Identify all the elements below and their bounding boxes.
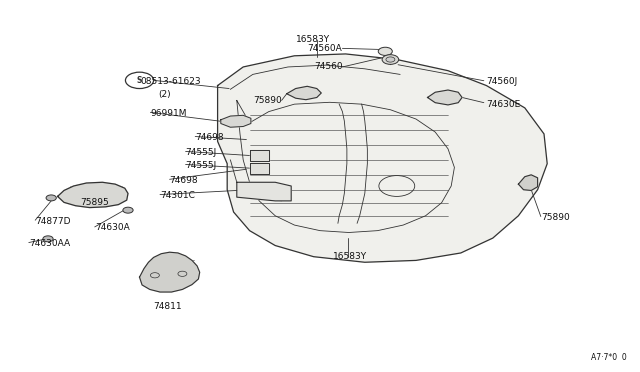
Text: 74555J: 74555J	[186, 161, 217, 170]
Text: 96991M: 96991M	[150, 109, 187, 118]
Text: (2): (2)	[159, 90, 172, 99]
Polygon shape	[428, 90, 462, 105]
Polygon shape	[58, 182, 128, 208]
Circle shape	[46, 195, 56, 201]
Polygon shape	[250, 150, 269, 161]
Text: 74630E: 74630E	[486, 100, 521, 109]
Circle shape	[386, 57, 395, 62]
Circle shape	[382, 55, 399, 64]
Text: 74630A: 74630A	[95, 223, 129, 232]
Text: 08513-61623: 08513-61623	[141, 77, 202, 86]
Polygon shape	[250, 163, 269, 174]
Text: 74560A: 74560A	[308, 44, 342, 53]
Circle shape	[43, 236, 53, 242]
Text: A7·7*0  0: A7·7*0 0	[591, 353, 627, 362]
Polygon shape	[287, 86, 321, 100]
Polygon shape	[140, 252, 200, 292]
Polygon shape	[518, 175, 538, 190]
Text: 74877D: 74877D	[35, 217, 70, 226]
Text: S: S	[137, 76, 142, 85]
Text: 74698: 74698	[195, 133, 224, 142]
Circle shape	[123, 207, 133, 213]
Polygon shape	[218, 54, 547, 262]
Text: 74630AA: 74630AA	[29, 239, 70, 248]
Text: 74811: 74811	[154, 302, 182, 311]
Text: 74555J: 74555J	[186, 148, 217, 157]
Polygon shape	[221, 115, 251, 127]
Circle shape	[378, 47, 392, 55]
Text: 74560J: 74560J	[486, 77, 518, 86]
Polygon shape	[237, 182, 291, 201]
Text: 75890: 75890	[253, 96, 282, 105]
Text: 16583Y: 16583Y	[333, 252, 367, 261]
Text: 16583Y: 16583Y	[296, 35, 330, 44]
Text: 74698: 74698	[170, 176, 198, 185]
Text: 74560: 74560	[314, 62, 342, 71]
Text: 75890: 75890	[541, 213, 570, 222]
Text: 74301C: 74301C	[160, 191, 195, 200]
Text: 75895: 75895	[80, 198, 109, 207]
